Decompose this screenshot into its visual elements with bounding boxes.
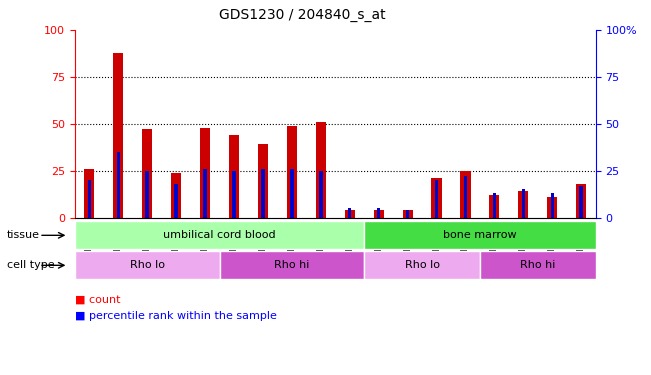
Bar (493, 193, 496, 217)
Text: Rho lo: Rho lo (130, 260, 165, 270)
Bar (145, 171, 149, 217)
Bar (464, 176, 467, 218)
Bar (258, 144, 268, 218)
Bar (551, 193, 554, 217)
Bar (88, 180, 91, 218)
Bar (480, 251, 596, 279)
Bar (75, 251, 219, 279)
Bar (547, 197, 557, 217)
Text: cell type: cell type (7, 260, 54, 270)
Bar (229, 135, 239, 218)
Bar (261, 169, 265, 217)
Bar (232, 171, 236, 217)
Text: GDS1230 / 204840_s_at: GDS1230 / 204840_s_at (219, 9, 386, 22)
Text: umbilical cord blood: umbilical cord blood (163, 230, 276, 240)
Bar (435, 180, 438, 218)
Bar (364, 251, 480, 279)
Bar (200, 128, 210, 218)
Bar (84, 169, 94, 217)
Bar (374, 210, 383, 218)
Bar (113, 53, 123, 217)
Bar (174, 184, 178, 218)
Bar (319, 171, 322, 217)
Text: bone marrow: bone marrow (443, 230, 517, 240)
Text: ■ percentile rank within the sample: ■ percentile rank within the sample (75, 311, 277, 321)
Bar (203, 169, 207, 217)
Text: Rho hi: Rho hi (520, 260, 555, 270)
Bar (518, 191, 529, 217)
Text: Rho lo: Rho lo (404, 260, 439, 270)
Bar (432, 178, 441, 218)
Bar (75, 221, 364, 249)
Bar (344, 210, 355, 218)
Bar (377, 208, 380, 218)
Bar (402, 210, 413, 218)
Bar (290, 169, 294, 217)
Text: ■ count: ■ count (75, 294, 120, 304)
Bar (576, 184, 587, 218)
Text: tissue: tissue (7, 230, 40, 240)
Bar (171, 172, 181, 217)
Bar (521, 189, 525, 217)
Bar (117, 152, 120, 217)
Bar (142, 129, 152, 218)
Bar (490, 195, 499, 217)
Bar (364, 221, 596, 249)
Bar (219, 251, 364, 279)
Text: Rho hi: Rho hi (274, 260, 310, 270)
Bar (406, 210, 409, 218)
Bar (316, 122, 326, 218)
Bar (579, 186, 583, 218)
Bar (460, 171, 471, 217)
Bar (287, 126, 297, 218)
Bar (348, 208, 352, 218)
